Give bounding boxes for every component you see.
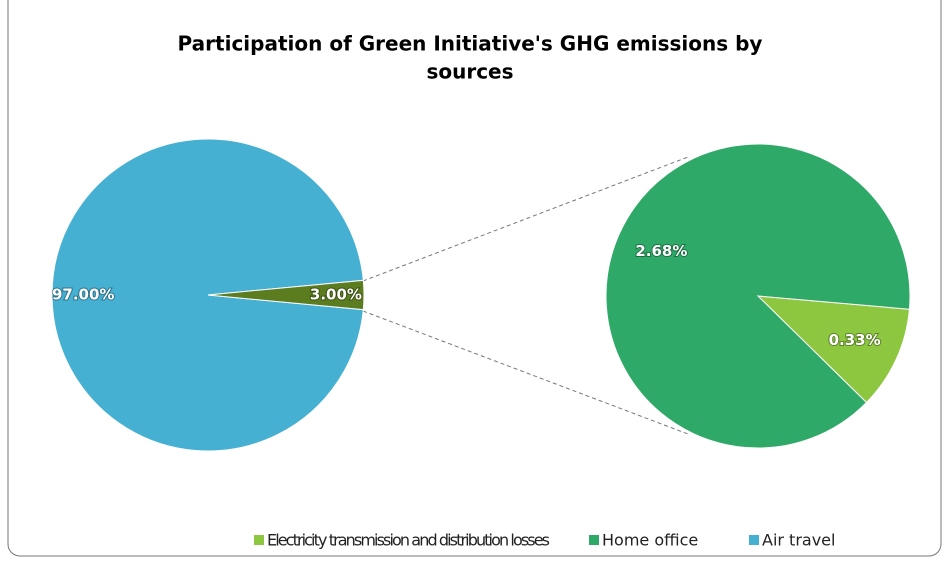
pie-slice [756,295,910,404]
connector-line [362,310,689,435]
chart-title: Participation of Green Initiative's GHG … [178,32,763,56]
data-label: 2.68% [635,242,687,260]
legend-swatch [254,535,264,545]
pie-slice [605,143,911,449]
legend-swatch [589,535,599,545]
legend-label: Home office [602,531,698,550]
pie-slice [51,138,364,452]
pie-slice [207,279,365,311]
legend-label: Electricity transmission and distributio… [267,531,550,550]
data-label: 3.00% [310,286,362,304]
data-label: 97.00% [52,286,114,304]
data-label: 0.33% [829,331,881,349]
legend-label: Air travel [762,531,835,550]
legend-swatch [749,535,759,545]
chart-title: sources [426,60,513,84]
connector-line [362,156,689,282]
